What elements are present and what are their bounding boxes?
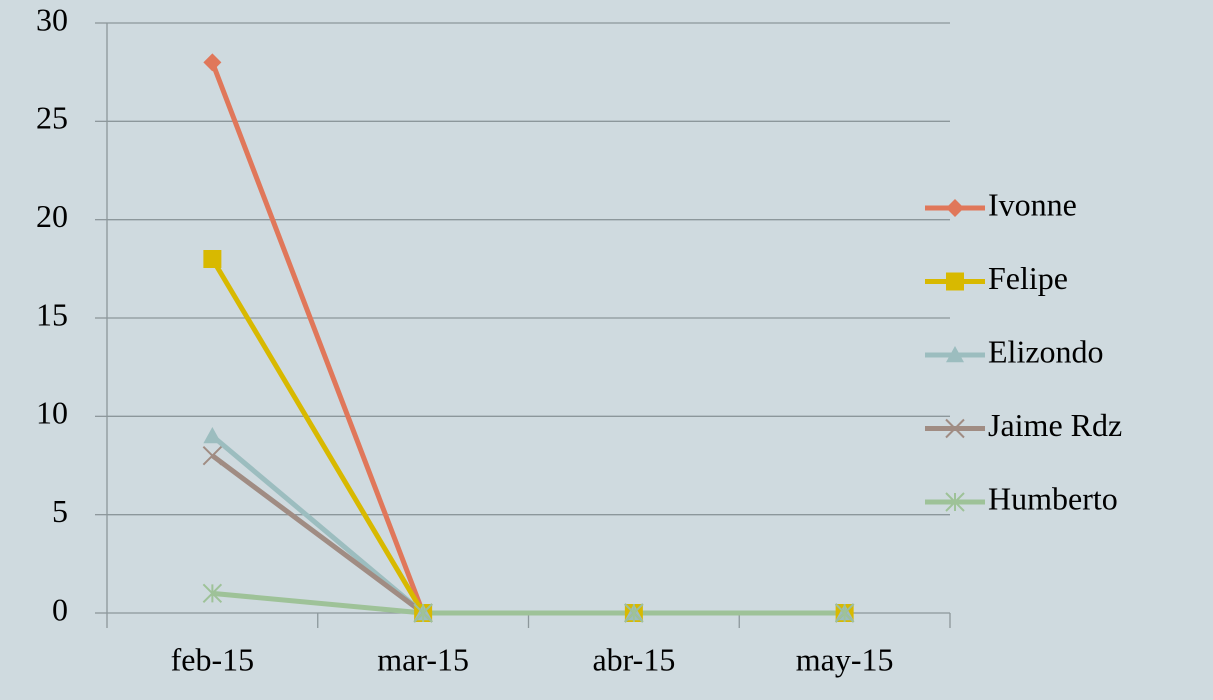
marker	[946, 199, 964, 217]
marker	[946, 272, 964, 291]
marker	[202, 583, 223, 604]
y-tick-label: 5	[52, 493, 68, 529]
x-tick-label: abr-15	[592, 641, 675, 677]
marker	[624, 603, 644, 623]
marker	[945, 492, 965, 512]
marker	[834, 603, 855, 623]
marker	[203, 53, 222, 72]
y-tick-label: 15	[36, 296, 68, 332]
series-line	[210, 453, 845, 616]
series-line	[210, 61, 845, 616]
marker	[413, 603, 433, 623]
legend-item: Ivonne	[925, 186, 1077, 222]
legend-label: Felipe	[988, 260, 1068, 296]
legend-label: Elizondo	[988, 333, 1104, 369]
x-tick-label: mar-15	[377, 641, 469, 677]
marker	[945, 418, 965, 439]
marker	[203, 427, 222, 444]
y-tick-label: 10	[36, 395, 68, 431]
legend-label: Humberto	[988, 480, 1118, 516]
series-line	[212, 590, 845, 616]
y-tick-label: 0	[52, 591, 68, 627]
x-tick-label: feb-15	[171, 641, 255, 677]
marker	[203, 250, 222, 268]
legend-item: Elizondo	[925, 333, 1104, 369]
legend-item: Felipe	[925, 260, 1068, 296]
y-tick-label: 25	[36, 100, 68, 136]
legend-label: Ivonne	[988, 186, 1077, 222]
x-tick-label: may-15	[796, 641, 894, 677]
legend-item: Humberto	[925, 480, 1118, 516]
y-tick-label: 30	[36, 1, 68, 37]
legend-item: Jaime Rdz	[925, 407, 1122, 443]
marker	[202, 445, 223, 466]
y-tick-label: 20	[36, 198, 68, 234]
marker	[946, 346, 964, 363]
legend-label: Jaime Rdz	[988, 407, 1122, 443]
